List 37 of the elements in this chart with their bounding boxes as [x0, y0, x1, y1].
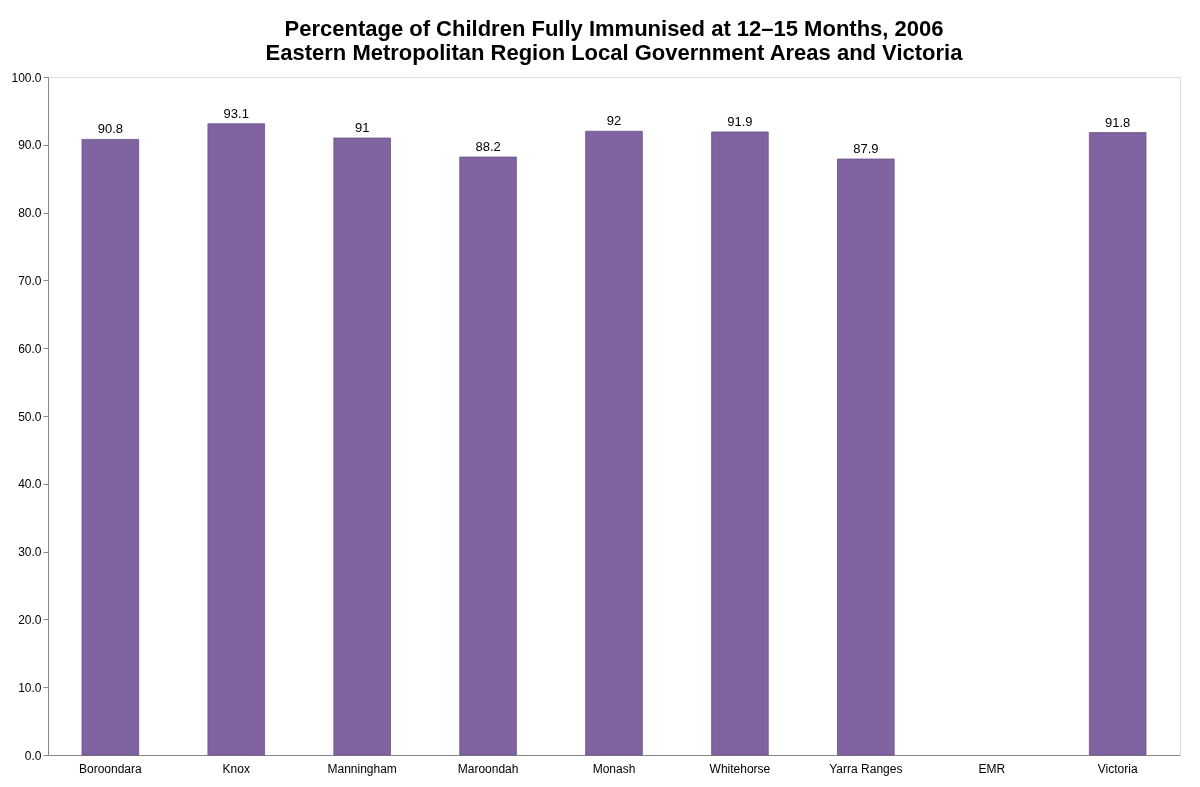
y-tick-label: 40.0 — [18, 477, 42, 492]
y-tick-label: 70.0 — [18, 273, 42, 288]
data-label: 93.1 — [223, 105, 249, 121]
bar — [585, 130, 643, 756]
x-tick-label: Victoria — [1097, 761, 1138, 776]
data-label: 88.2 — [475, 139, 501, 154]
y-tick-label: 50.0 — [18, 409, 42, 424]
bar — [1088, 132, 1147, 756]
bar — [207, 123, 265, 756]
y-tick-label: 10.0 — [18, 680, 42, 695]
bar — [711, 131, 769, 756]
chart-title: Percentage of Children Fully Immunised at 12–15 Months, 2006 Eastern Metropolitan Region Local Government Areas and Victoria — [265, 16, 964, 65]
y-tick-label: 0.0 — [24, 748, 42, 763]
y-tick-label: 20.0 — [18, 612, 42, 627]
x-tick-label: Yarra Ranges — [829, 761, 903, 776]
data-label: 91 — [354, 120, 370, 136]
x-tick-label: Manningham — [327, 761, 397, 776]
y-tick-label: 90.0 — [18, 138, 42, 153]
bar — [837, 158, 895, 756]
data-label: 90.8 — [97, 121, 123, 137]
y-tick-label: 80.0 — [18, 206, 42, 221]
x-tick-label: Monash — [592, 761, 636, 776]
data-label: 91.9 — [727, 113, 753, 129]
x-tick-label: Knox — [222, 761, 250, 776]
bar — [459, 156, 517, 756]
x-tick-label: EMR — [978, 761, 1006, 776]
bar — [333, 137, 391, 756]
x-tick-label: Maroondah — [457, 761, 519, 776]
bar — [81, 138, 140, 756]
x-tick-label: Boroondara — [78, 761, 143, 776]
y-tick-label: 30.0 — [18, 545, 42, 560]
data-label: 92 — [606, 113, 622, 129]
data-label: 87.9 — [853, 141, 879, 157]
y-tick-label: 100.0 — [11, 70, 42, 85]
x-tick-label: Whitehorse — [709, 761, 771, 776]
data-label: 91.8 — [1105, 114, 1131, 130]
y-tick-label: 60.0 — [18, 341, 42, 356]
